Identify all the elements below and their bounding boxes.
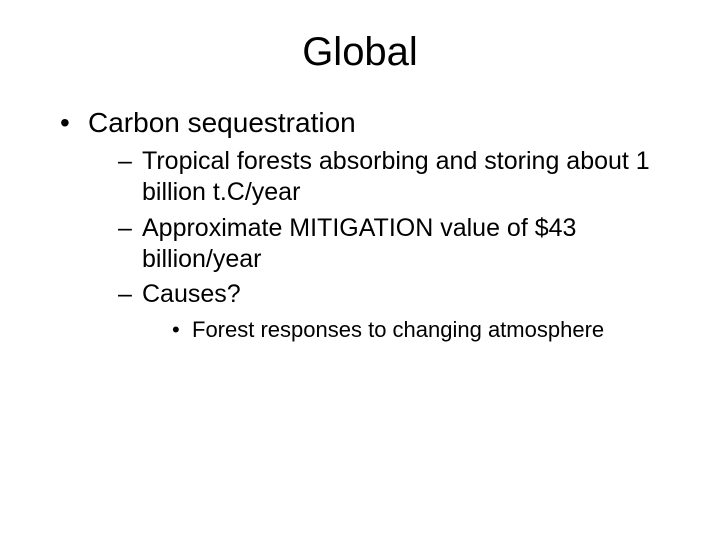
slide-title: Global [0, 0, 720, 105]
bullet-text-lvl2: Causes? [142, 280, 241, 308]
list-item: Forest responses to changing atmosphere [172, 316, 660, 344]
bullet-text-lvl2: Approximate MITIGATION value of $43 bill… [142, 214, 576, 273]
bullet-text-lvl2: Tropical forests absorbing and storing a… [142, 147, 650, 206]
bullet-list-lvl3: Forest responses to changing atmosphere [142, 316, 660, 344]
list-item: Approximate MITIGATION value of $43 bill… [118, 213, 660, 276]
list-item: Carbon sequestration Tropical forests ab… [60, 105, 660, 344]
bullet-list-lvl1: Carbon sequestration Tropical forests ab… [0, 105, 720, 344]
bullet-text-lvl3: Forest responses to changing atmosphere [192, 317, 604, 342]
bullet-text-lvl1: Carbon sequestration [88, 107, 356, 138]
list-item: Causes? Forest responses to changing atm… [118, 279, 660, 344]
list-item: Tropical forests absorbing and storing a… [118, 146, 660, 209]
bullet-list-lvl2: Tropical forests absorbing and storing a… [88, 146, 660, 344]
slide: Global Carbon sequestration Tropical for… [0, 0, 720, 540]
